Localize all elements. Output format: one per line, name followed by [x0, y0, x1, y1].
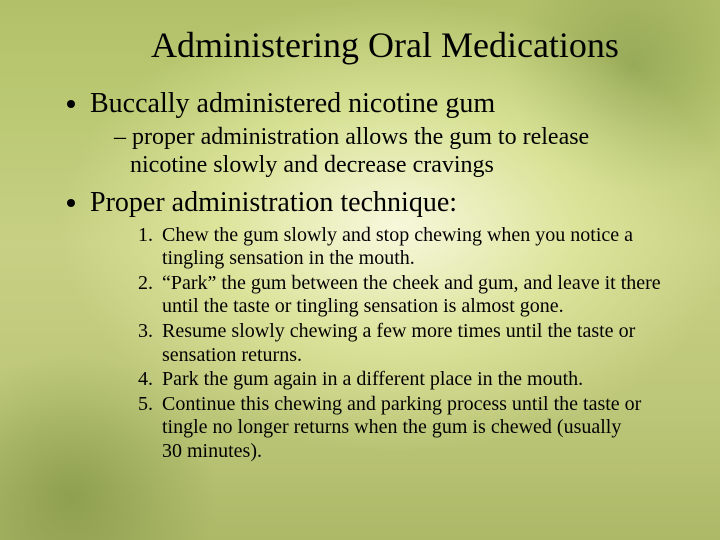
step-3: Resume slowly chewing a few more times u… [158, 320, 670, 367]
bullet-list: Buccally administered nicotine gum prope… [60, 88, 670, 464]
bullet-2: Proper administration technique: Chew th… [90, 187, 670, 463]
bullet-1-sublist: proper administration allows the gum to … [90, 124, 670, 179]
step-2: “Park” the gum between the cheek and gum… [158, 272, 670, 319]
step-1: Chew the gum slowly and stop chewing whe… [158, 224, 670, 271]
step-4: Park the gum again in a different place … [158, 368, 670, 392]
bullet-1-text: Buccally administered nicotine gum [90, 88, 495, 119]
slide-title: Administering Oral Medications [100, 24, 670, 66]
bullet-1: Buccally administered nicotine gum prope… [90, 88, 670, 179]
slide: Administering Oral Medications Buccally … [0, 0, 720, 540]
bullet-1-sub-1: proper administration allows the gum to … [114, 124, 670, 179]
step-5: Continue this chewing and parking proces… [158, 393, 670, 464]
bullet-2-text: Proper administration technique: [90, 187, 457, 218]
steps-list: Chew the gum slowly and stop chewing whe… [90, 224, 670, 464]
